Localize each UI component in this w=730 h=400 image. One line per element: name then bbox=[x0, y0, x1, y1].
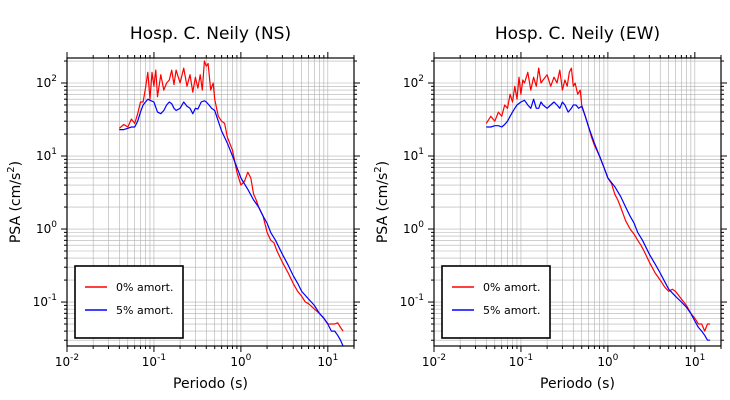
plot-frame bbox=[433, 57, 722, 347]
gridlines bbox=[66, 58, 355, 346]
x-tick-label: 101 bbox=[684, 353, 705, 369]
y-tick-label: 10-1 bbox=[400, 293, 424, 309]
y-tick-label: 100 bbox=[403, 220, 424, 236]
x-tick-label: 100 bbox=[230, 353, 251, 369]
y-tick-label: 101 bbox=[36, 147, 57, 163]
chart-panel-ew: 10-2 10-1 100 101 10-1 100 101 102 Hosp. C. Neil… bbox=[373, 24, 727, 392]
plot-frame bbox=[66, 57, 355, 347]
legend-box bbox=[441, 265, 551, 339]
series-line-0pct bbox=[118, 60, 344, 332]
legend: 0% amort. 5% amort. bbox=[74, 265, 184, 339]
legend-label: 5% amort. bbox=[483, 304, 540, 317]
x-tick-label: 100 bbox=[597, 353, 618, 369]
axis-ticks bbox=[61, 52, 360, 352]
y-tick-label: 102 bbox=[36, 74, 57, 90]
axis-ticks bbox=[428, 52, 727, 352]
legend-label: 0% amort. bbox=[483, 281, 540, 294]
legend-label: 0% amort. bbox=[116, 281, 173, 294]
y-tick-label: 102 bbox=[403, 74, 424, 90]
x-axis-label: Periodo (s) bbox=[540, 376, 615, 392]
series-lines bbox=[485, 67, 711, 341]
y-axis-label: PSA (cm/s2) bbox=[373, 161, 391, 243]
chart-title: Hosp. C. Neily (EW) bbox=[495, 24, 660, 44]
series-line-0pct bbox=[485, 67, 711, 332]
chart-panel-ns: 10-2 10-1 100 101 10-1 100 101 102 Hosp. C. Neil… bbox=[6, 24, 360, 392]
x-tick-label: 10-2 bbox=[422, 353, 446, 369]
y-axis-label: PSA (cm/s2) bbox=[6, 161, 24, 243]
legend-label: 5% amort. bbox=[116, 304, 173, 317]
series-lines bbox=[118, 60, 344, 346]
chart-title: Hosp. C. Neily (NS) bbox=[130, 24, 291, 44]
legend-box bbox=[74, 265, 184, 339]
series-line-5pct bbox=[119, 98, 344, 346]
legend: 0% amort. 5% amort. bbox=[441, 265, 551, 339]
x-tick-label: 10-1 bbox=[142, 353, 166, 369]
series-line-5pct bbox=[486, 98, 711, 341]
x-tick-label: 10-2 bbox=[55, 353, 79, 369]
x-tick-label: 101 bbox=[317, 353, 338, 369]
y-tick-label: 101 bbox=[403, 147, 424, 163]
y-tick-label: 100 bbox=[36, 220, 57, 236]
x-axis-label: Periodo (s) bbox=[173, 376, 248, 392]
x-tick-label: 10-1 bbox=[509, 353, 533, 369]
y-tick-label: 10-1 bbox=[33, 293, 57, 309]
